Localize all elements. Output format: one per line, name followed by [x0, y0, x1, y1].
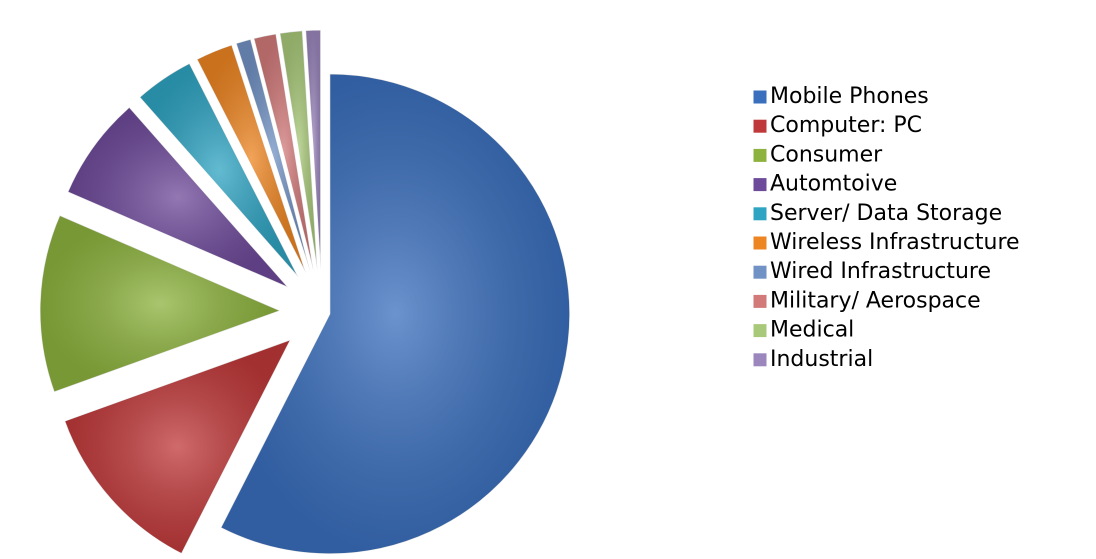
slice-shade — [305, 30, 321, 271]
slice-shade — [220, 73, 570, 554]
legend-swatch — [752, 235, 768, 251]
slice-shade — [64, 339, 291, 554]
slice-shade — [196, 44, 306, 274]
legend-swatch — [752, 352, 768, 368]
legend-swatch — [752, 264, 768, 280]
legend-swatch — [752, 323, 768, 339]
legend-label: Wireless Infrastructure — [770, 230, 1020, 255]
legend-swatch — [752, 118, 768, 134]
slice-shade — [279, 30, 318, 271]
legend-label: Automtoive — [770, 172, 897, 197]
legend-label: Medical — [770, 318, 854, 343]
legend-label: Consumer — [770, 142, 883, 167]
legend-label: Server/ Data Storage — [770, 201, 1002, 226]
legend-swatch — [752, 293, 768, 309]
slice-shade — [67, 107, 289, 288]
legend-label: Mobile Phones — [770, 84, 929, 109]
legend-label: Computer: PC — [770, 113, 922, 138]
slice-shade — [40, 215, 281, 392]
legend-swatch — [752, 206, 768, 222]
slice-shade — [236, 39, 311, 272]
slice-shade — [253, 33, 314, 271]
legend-swatch — [752, 147, 768, 163]
legend-label: Military/ Aerospace — [770, 288, 981, 313]
legend-label: Wired Infrastructure — [770, 259, 991, 284]
legend-swatch — [752, 89, 768, 105]
slice-shade — [139, 63, 299, 278]
legend-label: Industrial — [770, 347, 873, 372]
legend-swatch — [752, 177, 768, 193]
